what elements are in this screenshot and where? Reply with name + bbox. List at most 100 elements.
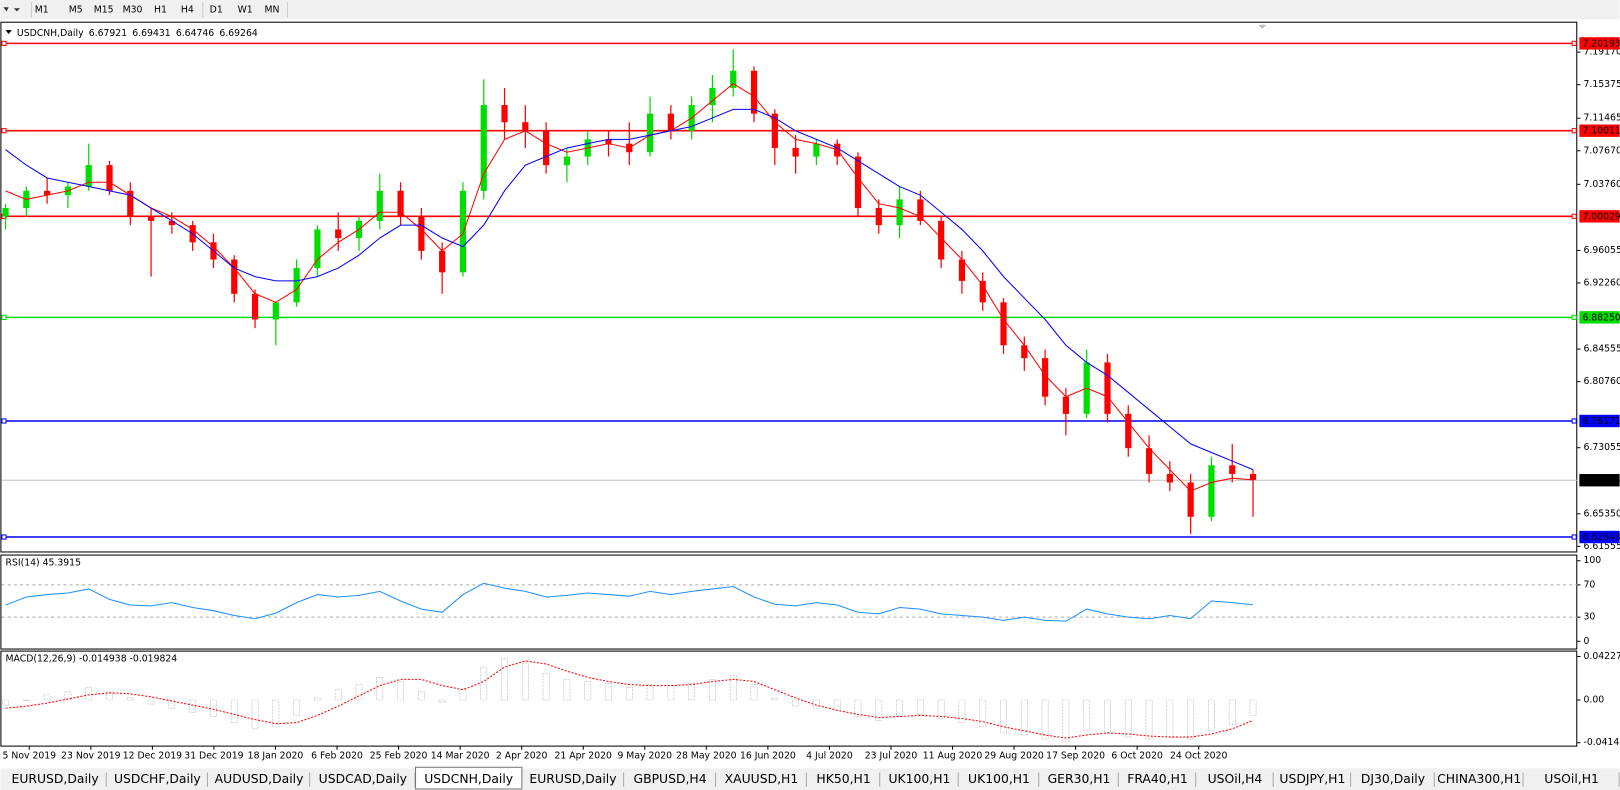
level-handle[interactable] (1571, 418, 1577, 424)
histogram-bar (64, 691, 72, 701)
level-handle[interactable] (1, 534, 7, 540)
x-tick-label: 11 Aug 2020 (923, 750, 983, 761)
main-panel (0, 21, 1578, 553)
tab-label: HK50,H1 (816, 771, 870, 786)
price-label: 7.20193 (1582, 38, 1620, 49)
tab[interactable]: GBPUSD,H4 (634, 771, 717, 787)
tab[interactable]: DJ30,Daily (1361, 771, 1435, 787)
candle-body (938, 220, 945, 260)
tab[interactable]: UK100,H1 (889, 771, 959, 787)
x-tick-label: 6 Oct 2020 (1111, 750, 1163, 761)
histogram-bar (1187, 699, 1195, 740)
price-label-box (1579, 530, 1620, 544)
histogram-bar (1083, 699, 1091, 732)
timeframe-button[interactable]: D1 (210, 4, 223, 15)
tab[interactable]: USDCHF,Daily (114, 771, 208, 787)
tab[interactable]: GER30,H1 (1048, 771, 1119, 787)
open-value: 6.67921 (89, 28, 127, 39)
price-label-box (1579, 124, 1620, 137)
candle-body (2, 207, 9, 217)
histogram-bar (1208, 699, 1215, 732)
level-handle[interactable] (1, 314, 7, 320)
histogram-bar (584, 681, 592, 701)
timeframe-button[interactable]: M1 (35, 4, 49, 15)
tab[interactable]: USDJPY,H1 (1279, 771, 1352, 787)
tab[interactable]: AUDUSD,Daily (215, 771, 311, 787)
candle-body (418, 216, 425, 251)
tab-label: AUDUSD,Daily (215, 771, 304, 786)
level-handle[interactable] (1, 418, 7, 424)
tab[interactable]: EURUSD,Daily (12, 771, 107, 787)
timeframe-button[interactable]: H4 (181, 4, 194, 15)
timeframe-button[interactable]: M5 (69, 4, 83, 15)
y-tick-label: 7.11465 (1583, 113, 1620, 124)
toolbar (0, 0, 1620, 20)
candle-body (543, 130, 550, 166)
candle-body (397, 190, 404, 217)
histogram-bar (854, 699, 862, 717)
price-label-box (1579, 414, 1620, 428)
histogram-bar (750, 684, 758, 701)
x-tick-label: 28 May 2020 (676, 750, 737, 761)
y-tick-label: 7.19170 (1583, 47, 1620, 58)
level-handle[interactable] (1571, 534, 1577, 540)
rsi-panel (0, 554, 1578, 650)
level-handle[interactable] (1571, 213, 1577, 219)
histogram-bar (958, 699, 966, 723)
tab-label: GER30,H1 (1048, 771, 1111, 786)
level-handle[interactable] (1, 40, 7, 46)
tab[interactable]: USOil,H1 (1544, 771, 1620, 787)
rsi-title: RSI(14) 45.3915 (6, 557, 82, 568)
y-tick-label: 6.80760 (1583, 376, 1620, 387)
level-handle[interactable] (1571, 314, 1577, 320)
x-tick-label: 21 Apr 2020 (555, 750, 612, 761)
histogram-bar (979, 699, 987, 728)
candle-body (106, 165, 113, 191)
tab[interactable]: HK50,H1 (816, 771, 881, 787)
level-handle[interactable] (1, 128, 7, 134)
tab[interactable]: USDCAD,Daily (319, 771, 416, 787)
tab-label: CHINA300,H1 (1437, 771, 1521, 786)
y-tick-label: 6.96055 (1583, 245, 1620, 256)
tab[interactable]: FRA40,H1 (1127, 771, 1197, 787)
timeframe-button[interactable]: M30 (123, 4, 143, 15)
timeframe-button[interactable]: MN (264, 4, 279, 15)
tab[interactable]: XAUUSD,H1 (725, 771, 807, 787)
candle-body (314, 229, 321, 269)
timeframe-button[interactable]: H1 (154, 4, 167, 15)
histogram-bar (314, 697, 321, 701)
timeframe-button[interactable]: M15 (94, 4, 114, 15)
candle-body (917, 199, 924, 221)
chart-menu-arrow[interactable] (5, 29, 12, 35)
histogram-bar (563, 679, 571, 701)
y-tick-label: 6.73055 (1583, 442, 1620, 453)
tab-label: USDCAD,Daily (319, 771, 407, 786)
histogram-bar (168, 699, 176, 709)
tab[interactable]: USDCNH,Daily (415, 766, 523, 790)
signal-line (5, 660, 1254, 739)
histogram-bar (1228, 699, 1236, 726)
symbol-title: USDCNH,Daily (17, 28, 84, 39)
tab[interactable]: EURUSD,Daily (529, 771, 625, 787)
level-handle[interactable] (1571, 128, 1577, 134)
candle-body (1062, 396, 1069, 414)
level-handle[interactable] (1571, 40, 1577, 46)
tab[interactable]: CHINA300,H1 (1437, 771, 1524, 787)
toolbar-icon[interactable] (3, 7, 21, 12)
tab[interactable]: USOil,H4 (1208, 771, 1274, 787)
tab[interactable]: UK100,H1 (968, 771, 1040, 787)
price-label-box (1579, 37, 1620, 50)
histogram-bar (667, 685, 675, 701)
timeframe-button[interactable]: W1 (238, 4, 253, 15)
y-tick-label: 7.15375 (1583, 79, 1620, 90)
tab-label: USOil,H4 (1208, 771, 1263, 786)
tab-label: XAUUSD,H1 (725, 771, 799, 786)
x-tick-label: 31 Dec 2019 (184, 750, 243, 761)
x-tick-label: 6 Feb 2020 (311, 750, 363, 761)
histogram-bar (521, 662, 529, 701)
candle-body (1145, 448, 1153, 474)
candle-body (792, 147, 799, 157)
price-label: 6.88250 (1582, 312, 1620, 323)
x-tick-label: 25 Feb 2020 (370, 750, 428, 761)
candle-body (44, 190, 51, 196)
